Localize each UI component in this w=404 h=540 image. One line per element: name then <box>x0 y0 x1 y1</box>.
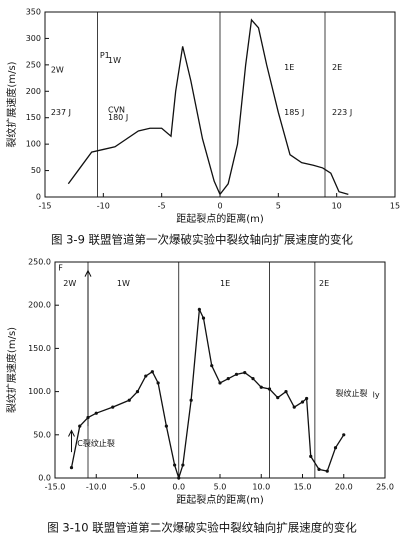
y-tick-label: 250.0 <box>28 258 51 267</box>
x-tick-label: -15 <box>38 202 51 211</box>
data-point <box>276 396 280 400</box>
x-tick-label: 5 <box>276 202 281 211</box>
annotation: ly <box>373 391 380 400</box>
data-point <box>177 476 181 480</box>
data-point <box>69 466 74 470</box>
data-point <box>226 377 230 381</box>
data-point <box>251 377 255 381</box>
annotation: 裂纹止裂 <box>336 388 368 398</box>
y-tick-label: 0 <box>36 193 41 202</box>
x-tick-label: 15.0 <box>294 483 312 492</box>
data-point <box>259 385 263 389</box>
x-tick-label: 5.0 <box>214 483 227 492</box>
data-point <box>218 381 222 385</box>
annotation: P1 <box>100 51 110 60</box>
data-point <box>86 415 90 420</box>
x-tick-label: -5.0 <box>130 483 146 492</box>
y-tick-label: 200.0 <box>28 301 51 310</box>
data-point <box>94 411 98 415</box>
y-tick-label: 200 <box>26 87 41 96</box>
data-point <box>181 463 185 467</box>
caption: 图 3-9 联盟管道第一次爆破实验中裂纹轴向扩展速度的变化 <box>51 233 354 247</box>
x-tick-label: 25.0 <box>376 483 394 492</box>
data-point <box>267 387 272 391</box>
data-point <box>300 400 305 404</box>
data-point <box>309 454 313 458</box>
x-tick-label: -10 <box>97 202 110 211</box>
annotation: 237 J <box>51 108 71 117</box>
y-tick-label: 300 <box>26 34 41 43</box>
data-point <box>135 390 140 394</box>
data-point <box>333 446 338 450</box>
x-tick-label: -5 <box>158 202 166 211</box>
data-point <box>150 370 154 374</box>
x-axis-label: 距起裂点的距离(m) <box>176 212 264 225</box>
data-point <box>164 424 168 428</box>
data-line <box>67 18 349 196</box>
data-point <box>305 396 309 401</box>
y-tick-label: 100 <box>26 140 41 149</box>
annotation: 1W <box>117 279 130 288</box>
annotation: 223 J <box>332 108 352 117</box>
annotation: 180 J <box>108 113 128 122</box>
x-tick-label: 20.0 <box>335 483 353 492</box>
data-point <box>173 463 177 467</box>
annotation: 1E <box>284 63 294 72</box>
y-tick-label: 0.0 <box>38 474 51 483</box>
data-point <box>111 405 115 409</box>
data-point <box>156 381 160 385</box>
arrow-head <box>84 269 92 277</box>
x-tick-label: 0.0 <box>172 483 185 492</box>
data-point <box>342 433 346 437</box>
y-tick-label: 250 <box>26 60 41 69</box>
caption: 图 3-10 联盟管道第二次爆破实验中裂纹轴向扩展速度的变化 <box>47 521 357 535</box>
data-point <box>325 469 329 473</box>
x-tick-label: 10 <box>332 202 342 211</box>
x-axis-label: 距起裂点的距离(m) <box>176 493 264 506</box>
data-point <box>292 405 296 409</box>
annotation: 1W <box>108 56 121 65</box>
x-tick-label: -10.0 <box>86 483 107 492</box>
y-tick-label: 50 <box>31 166 41 175</box>
data-point <box>210 364 214 368</box>
x-tick-label: 0 <box>217 202 222 211</box>
y-tick-label: 150.0 <box>28 344 51 353</box>
x-tick-label: 15 <box>390 202 400 211</box>
annotation: 2W <box>51 66 64 75</box>
y-tick-label: 150 <box>26 113 41 122</box>
y-axis-label: 裂纹扩展速度(m/s) <box>5 61 18 147</box>
data-point <box>201 316 206 320</box>
annotation: F <box>58 264 63 273</box>
data-point <box>317 467 321 471</box>
annotation: 2W <box>63 279 76 288</box>
arrow-head <box>68 429 75 437</box>
x-tick-label: 10.0 <box>252 483 270 492</box>
y-tick-label: 100.0 <box>28 387 51 396</box>
annotation: 1E <box>220 279 230 288</box>
data-point <box>189 398 193 402</box>
data-point <box>78 424 82 428</box>
data-point <box>127 398 131 402</box>
annotation: CVN <box>108 105 125 114</box>
annotation: C裂纹止裂 <box>77 438 115 448</box>
data-point <box>234 372 239 376</box>
annotation: 2E <box>332 63 342 72</box>
y-axis-label: 裂纹扩展速度(m/s) <box>5 327 18 413</box>
data-point <box>144 374 148 378</box>
y-tick-label: 50.0 <box>33 430 51 439</box>
annotation: 185 J <box>284 108 304 117</box>
annotation: 2E <box>319 279 329 288</box>
x-tick-label: -15.0 <box>45 483 66 492</box>
data-point <box>284 390 288 394</box>
data-point <box>197 307 201 312</box>
data-point <box>243 370 247 375</box>
y-tick-label: 350 <box>26 8 41 17</box>
data-line <box>70 307 345 481</box>
